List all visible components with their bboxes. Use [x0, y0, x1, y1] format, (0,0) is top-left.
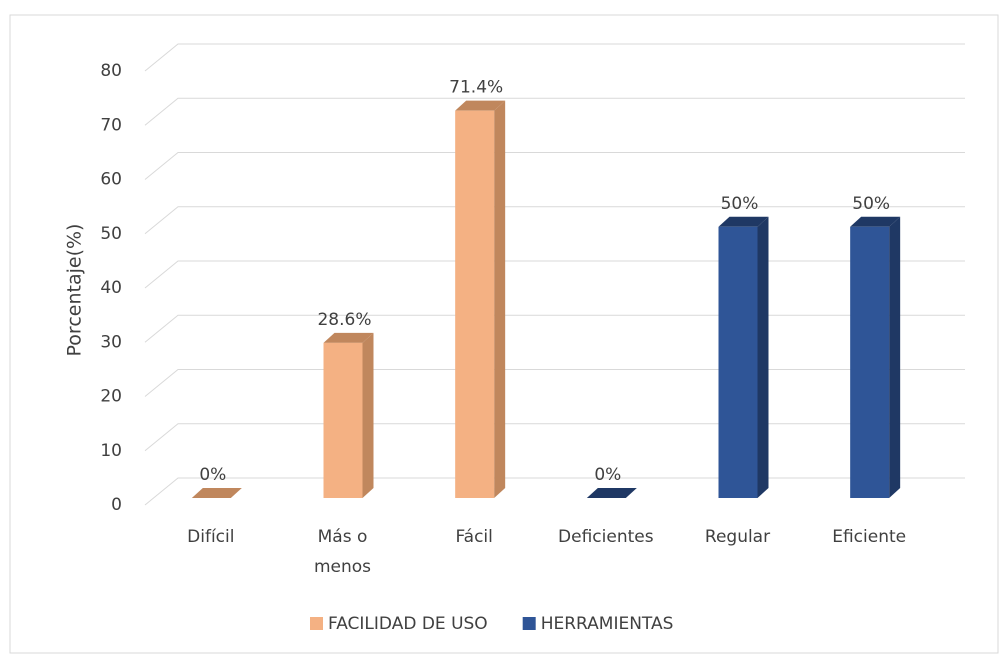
grid-line [144, 97, 965, 126]
y-tick-label: 40 [100, 278, 122, 298]
bar [191, 488, 242, 498]
bar-top [586, 488, 637, 498]
bar-top [718, 216, 769, 227]
y-tick-label: 60 [100, 170, 122, 190]
y-tick-label: 10 [100, 441, 122, 461]
legend-swatch [522, 617, 536, 630]
data-label: 71.4% [449, 78, 503, 98]
bar-side [889, 216, 901, 498]
bar-side [494, 100, 506, 498]
bar-top [323, 332, 374, 343]
legend-label: FACILIDAD DE USO [328, 614, 488, 634]
grid-line [144, 206, 965, 235]
x-tick-label-line: menos [314, 557, 371, 577]
data-label: 50% [721, 194, 759, 214]
x-tick-label: Regular [705, 527, 770, 547]
bar [850, 216, 901, 498]
y-tick-label: 20 [100, 387, 122, 407]
bar-front [455, 110, 495, 498]
y-tick-label: 80 [100, 61, 122, 81]
grid-line [144, 423, 965, 452]
grid-line [144, 477, 965, 506]
bar-front [323, 342, 363, 498]
grid-line [144, 152, 965, 180]
y-tick-label: 70 [100, 115, 122, 135]
x-tick-label: Fácil [455, 527, 492, 547]
bar [455, 100, 506, 498]
bar-top [850, 216, 901, 227]
bar-top [455, 100, 506, 111]
legend-swatch [310, 617, 323, 630]
x-tick-label: Difícil [187, 527, 234, 547]
grid-line [144, 314, 965, 343]
bar-front [850, 226, 890, 498]
bar [586, 488, 637, 498]
bar-side [757, 216, 769, 498]
data-label: 50% [852, 194, 890, 214]
bar-top [191, 488, 242, 498]
x-tick-label-line: Más o [318, 527, 368, 547]
grid-line [144, 260, 965, 289]
data-label: 0% [594, 465, 621, 485]
y-tick-label: 50 [100, 224, 122, 244]
grid-line [144, 369, 965, 397]
data-label: 0% [199, 465, 226, 485]
bar-front [718, 226, 758, 498]
y-tick-label: 30 [100, 332, 122, 352]
grid-line [144, 43, 965, 72]
bar [323, 332, 374, 498]
x-tick-label: Eficiente [832, 527, 906, 547]
legend-label: HERRAMIENTAS [541, 614, 674, 634]
bar-side [362, 332, 374, 498]
x-tick-label: Más o menos [314, 527, 371, 577]
bar [718, 216, 769, 498]
y-tick-label: 0 [111, 495, 122, 515]
x-tick-label: Deficientes [558, 527, 654, 547]
y-axis-label: Porcentaje(%) [64, 224, 86, 357]
data-label: 28.6% [317, 310, 371, 330]
